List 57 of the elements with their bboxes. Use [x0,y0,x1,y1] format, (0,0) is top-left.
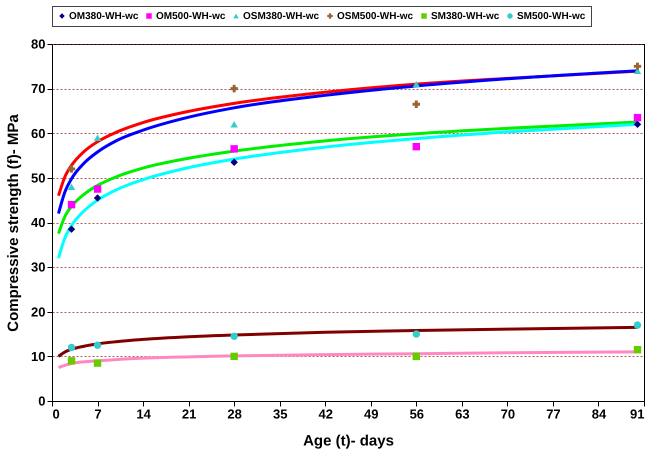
point [68,344,76,352]
point [634,120,642,128]
y-tick-label: 60 [31,126,46,141]
point [412,80,420,88]
x-tick-label: 35 [272,406,288,422]
y-tick-label: 30 [31,260,46,275]
x-tick-label: 70 [500,406,516,422]
y-tick-label: 70 [31,81,46,96]
y-tick-label: 80 [31,36,46,52]
point [634,346,642,354]
point [634,62,642,70]
legend-label: SM500-WH-wc [517,11,586,22]
legend-label: OM500-WH-wc [156,11,226,22]
y-tick-label: 10 [31,348,46,364]
legend-label: OSM500-WH-wc [337,11,414,22]
legend-label: OSM380-WH-wc [243,11,320,22]
point [94,134,102,141]
legend-label: SM380-WH-wc [431,11,500,22]
x-tick-label: 21 [182,406,196,422]
y-tick-label: 50 [31,170,46,186]
point [230,145,238,153]
point [94,359,102,367]
point [94,194,102,202]
x-axis-title: Age (t)- days [303,432,394,450]
x-tick-label: 84 [592,406,607,422]
x-tick-label: 77 [546,406,561,422]
point [230,121,238,128]
y-tick-label: 20 [31,304,46,320]
point [230,352,238,360]
x-tick-label: 28 [227,406,242,422]
point [634,114,642,122]
legend-label: OM380-WH-wc [69,11,139,22]
y-tick-label: 0 [38,394,46,408]
point [68,184,76,190]
x-tick-label: 49 [364,406,379,422]
point [94,342,102,349]
point [412,142,420,150]
x-tick-label: 63 [455,406,470,422]
point [68,357,76,365]
x-tick-label: 0 [52,406,60,422]
point [230,84,238,92]
x-tick-label: 56 [410,406,424,422]
point [230,158,238,166]
point [68,200,76,208]
point [230,332,238,340]
point [68,165,76,173]
y-tick-label: 40 [31,215,46,230]
x-tick-label: 42 [318,406,333,422]
point [412,100,420,108]
point [634,321,642,329]
x-tick-label: 7 [94,406,102,422]
x-tick-label: 14 [136,406,152,422]
point [68,225,76,233]
x-tick-label: 91 [630,406,644,422]
point [412,352,420,360]
y-axis-title: Compressive strength (f)- MPa [5,114,22,332]
point [412,330,420,338]
